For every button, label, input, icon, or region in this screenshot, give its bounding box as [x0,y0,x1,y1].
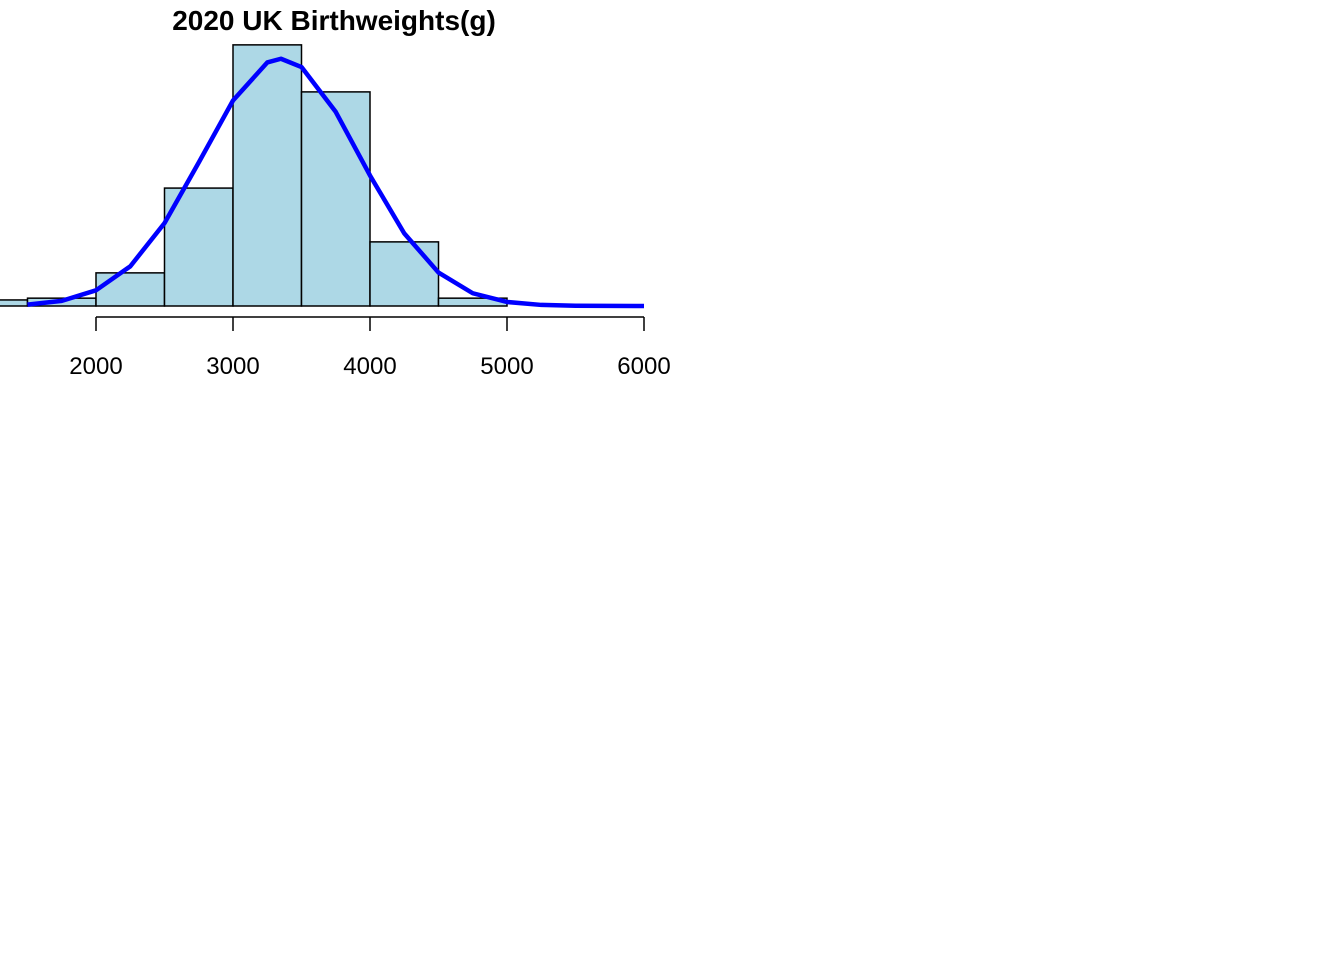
bar [300,91,371,307]
bar [95,272,166,307]
bar [369,241,440,307]
x-tick-label: 2000 [69,353,122,380]
bar [232,44,303,307]
x-tick-label: 4000 [343,353,396,380]
x-tick-label: 3000 [206,353,259,380]
chart-title: 2020 UK Birthweights(g) [172,5,496,36]
plot-area [0,44,645,309]
x-tick-label: 6000 [617,353,670,380]
x-axis: 2000 3000 4000 5000 6000 [69,316,671,380]
bar [0,299,29,307]
x-tick-label: 5000 [480,353,533,380]
density-curve [27,56,645,309]
